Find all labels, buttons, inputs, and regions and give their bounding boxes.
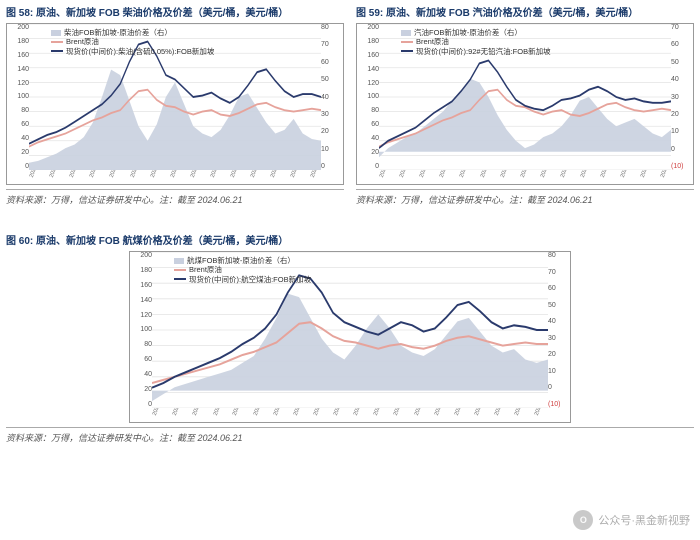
y-axis-right: 01020304050607080 xyxy=(319,24,343,170)
legend-item: 汽油FOB新加坡-原油价差（右） xyxy=(401,28,551,37)
chart-legend: 汽油FOB新加坡-原油价差（右）Brent原油现货价(中间价):92#无铅汽油:… xyxy=(401,28,551,56)
legend-item: 柴油FOB新加坡-原油价差（右） xyxy=(51,28,214,37)
x-axis: 2020-052020-072020-092020-112021-012021-… xyxy=(152,408,548,422)
legend-item: 现货价(中间价):航空煤油:FOB新加坡 xyxy=(174,275,311,284)
chart-legend: 柴油FOB新加坡-原油价差（右）Brent原油现货价(中间价):柴油(含硫0.0… xyxy=(51,28,214,56)
y-axis-right: (10)010203040506070 xyxy=(669,24,693,170)
legend-item: Brent原油 xyxy=(51,37,214,46)
chart-legend: 航煤FOB新加坡-原油价差（右）Brent原油现货价(中间价):航空煤油:FOB… xyxy=(174,256,311,284)
chart-panel-59: 图 59: 原油、新加坡 FOB 汽油价格及价差（美元/桶，美元/桶） 汽油FO… xyxy=(350,0,700,210)
y-axis-left: 020406080100120140160180200 xyxy=(357,24,381,170)
legend-item: 现货价(中间价):柴油(含硫0.05%):FOB新加坡 xyxy=(51,47,214,56)
legend-item: Brent原油 xyxy=(174,265,311,274)
chart-source: 资料来源：万得，信达证券研发中心。注：截至 2024.06.21 xyxy=(6,189,344,206)
y-axis-left: 020406080100120140160180200 xyxy=(130,252,154,408)
legend-item: 航煤FOB新加坡-原油价差（右） xyxy=(174,256,311,265)
chart-box: 汽油FOB新加坡-原油价差（右）Brent原油现货价(中间价):92#无铅汽油:… xyxy=(356,23,694,185)
chart-box: 航煤FOB新加坡-原油价差（右）Brent原油现货价(中间价):航空煤油:FOB… xyxy=(129,251,571,423)
watermark: O 公众号·黑金新视野 xyxy=(573,510,690,530)
chart-panel-60: 图 60: 原油、新加坡 FOB 航煤价格及价差（美元/桶，美元/桶） 航煤FO… xyxy=(0,228,700,448)
x-axis: 2020-052020-082020-112021-022021-052021-… xyxy=(29,170,321,184)
legend-item: Brent原油 xyxy=(401,37,551,46)
chart-source: 资料来源：万得，信达证券研发中心。注：截至 2024.06.21 xyxy=(6,427,694,444)
y-axis-right: (10)01020304050607080 xyxy=(546,252,570,408)
chart-box: 柴油FOB新加坡-原油价差（右）Brent原油现货价(中间价):柴油(含硫0.0… xyxy=(6,23,344,185)
chart-title: 图 60: 原油、新加坡 FOB 航煤价格及价差（美元/桶，美元/桶） xyxy=(6,232,694,247)
watermark-label: 公众号·黑金新视野 xyxy=(598,512,690,528)
chart-title: 图 59: 原油、新加坡 FOB 汽油价格及价差（美元/桶，美元/桶） xyxy=(356,4,694,19)
watermark-icon: O xyxy=(573,510,593,530)
chart-panel-58: 图 58: 原油、新加坡 FOB 柴油价格及价差（美元/桶，美元/桶） 柴油FO… xyxy=(0,0,350,210)
x-axis: 2020-052020-082020-112021-022021-052021-… xyxy=(379,170,671,184)
chart-title: 图 58: 原油、新加坡 FOB 柴油价格及价差（美元/桶，美元/桶） xyxy=(6,4,344,19)
chart-source: 资料来源：万得，信达证券研发中心。注：截至 2024.06.21 xyxy=(356,189,694,206)
y-axis-left: 020406080100120140160180200 xyxy=(7,24,31,170)
legend-item: 现货价(中间价):92#无铅汽油:FOB新加坡 xyxy=(401,47,551,56)
